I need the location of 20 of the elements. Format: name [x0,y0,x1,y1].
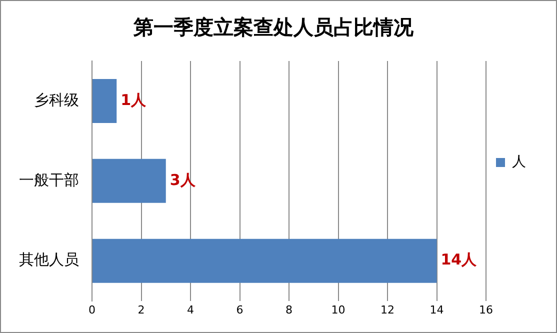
data-label: 14人 [440,250,478,269]
x-tick-label: 2 [138,303,145,316]
y-tick-label: 一般干部 [19,170,79,189]
x-tick-label: 16 [479,303,493,316]
data-label: 1人 [120,90,148,109]
bar [92,78,117,123]
x-tick-label: 4 [187,303,194,316]
bar [92,238,437,283]
y-tick-label: 其他人员 [19,250,79,269]
x-tick-label: 8 [286,303,292,316]
x-tick-label: 0 [88,303,96,316]
chart-title: 第一季度立案查处人员占比情况 [132,15,414,40]
x-tick-label: 14 [430,303,444,316]
bar [92,158,166,203]
legend-label: 人 [512,154,526,170]
x-tick-label: 10 [331,303,346,316]
x-tick-label: 6 [236,303,244,316]
y-tick-label: 乡科级 [34,90,79,109]
x-tick-label: 12 [380,303,394,316]
data-label: 3人 [170,170,196,189]
